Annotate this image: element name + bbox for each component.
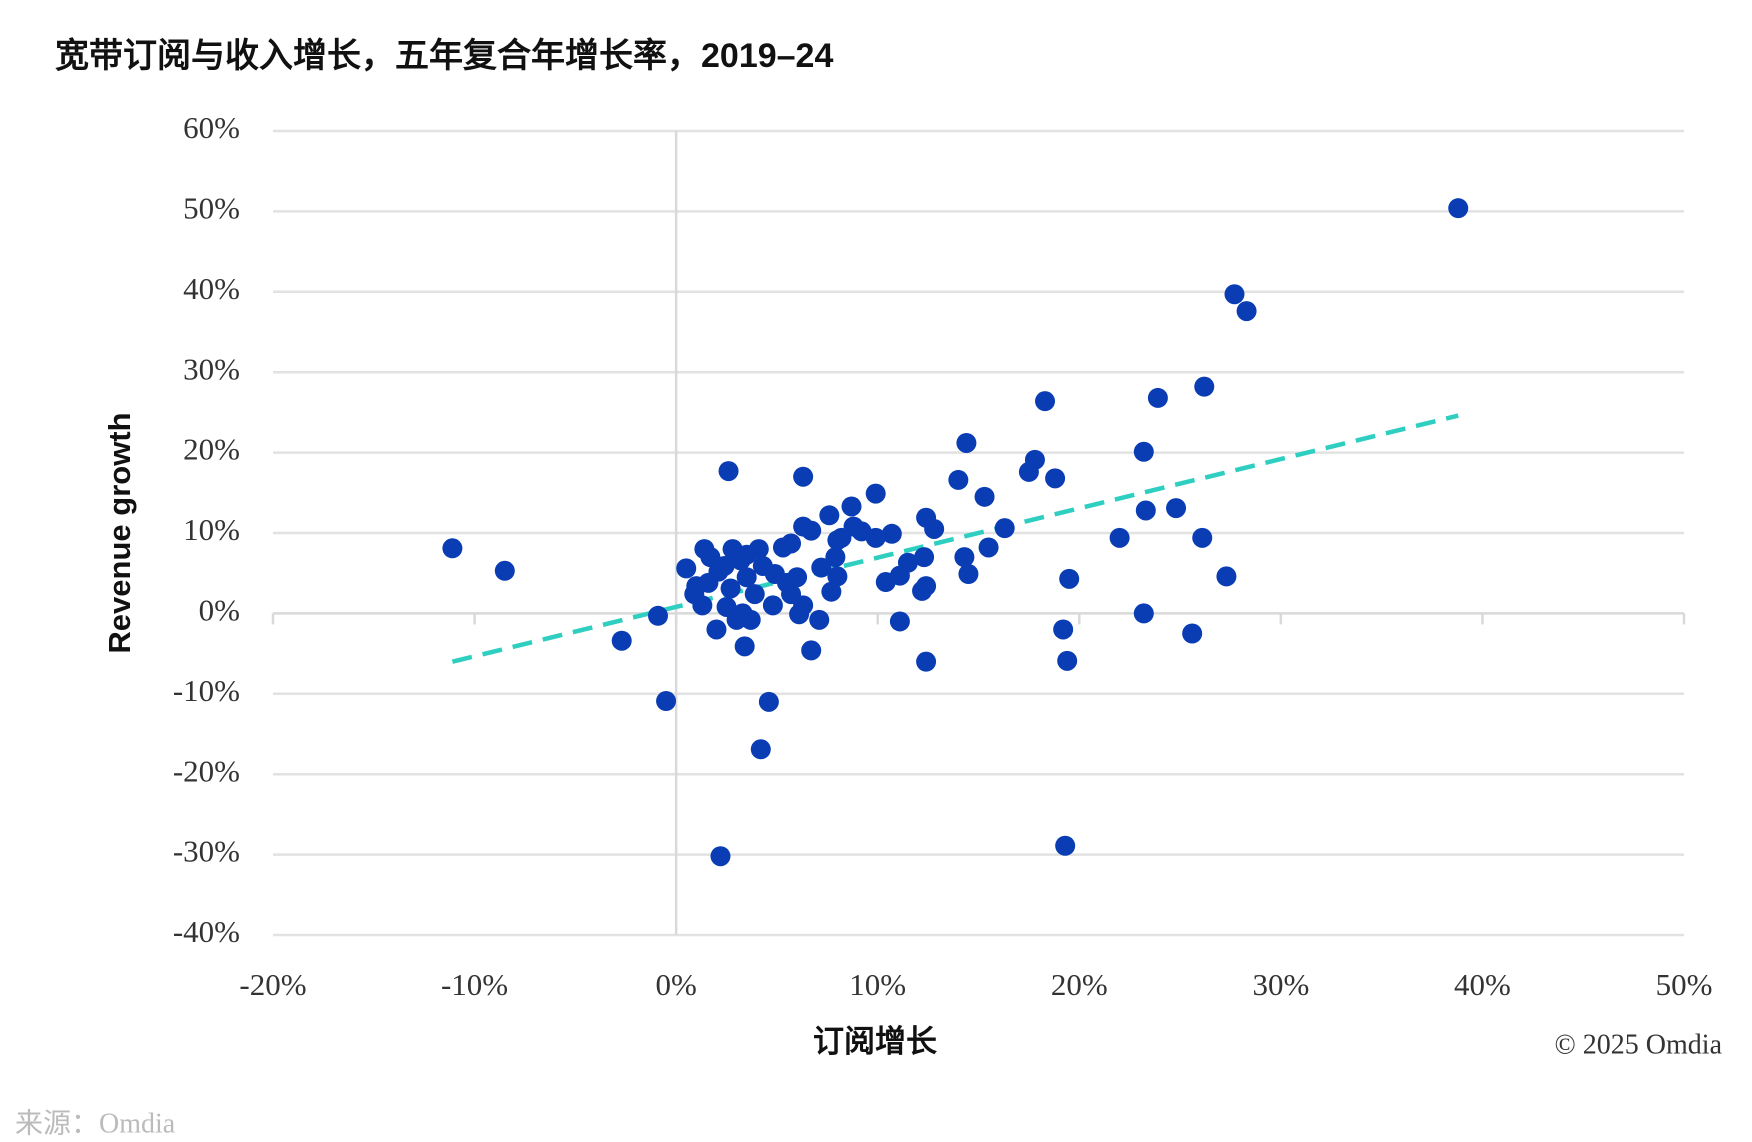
x-tick-label: 40% — [1454, 967, 1511, 1002]
point — [1055, 835, 1076, 856]
point — [916, 651, 937, 672]
point — [1133, 603, 1154, 624]
y-tick-label: 50% — [183, 191, 240, 226]
point — [865, 483, 886, 504]
point — [994, 518, 1015, 539]
point — [648, 605, 669, 626]
point — [819, 505, 840, 526]
point — [762, 595, 783, 616]
point — [710, 846, 731, 867]
copyright: © 2025 Omdia — [1555, 1029, 1723, 1060]
point — [801, 640, 822, 661]
y-tick-label: -30% — [173, 834, 240, 869]
point — [1135, 500, 1156, 521]
point — [956, 432, 977, 453]
trendline — [451, 413, 1459, 664]
point — [718, 461, 739, 482]
point — [750, 739, 771, 760]
y-tick-label: 0% — [199, 593, 240, 628]
y-tick-label: -40% — [173, 914, 240, 949]
point — [1192, 527, 1213, 548]
point — [1059, 568, 1080, 589]
point — [1448, 198, 1469, 219]
point — [1216, 566, 1237, 587]
point — [720, 578, 741, 599]
y-tick-label: 20% — [183, 432, 240, 467]
point — [714, 555, 735, 576]
point — [1053, 619, 1074, 640]
point — [1035, 391, 1056, 412]
point — [897, 552, 918, 573]
point — [1147, 387, 1168, 408]
point — [974, 486, 995, 507]
point — [948, 469, 969, 490]
point — [736, 567, 757, 588]
point — [865, 527, 886, 548]
point — [841, 496, 862, 517]
point — [734, 636, 755, 657]
point — [958, 564, 979, 585]
point — [1133, 441, 1154, 462]
x-axis-title: 订阅增长 — [813, 1024, 937, 1059]
point — [772, 537, 793, 558]
y-tick-label: -10% — [173, 673, 240, 708]
point — [954, 547, 975, 568]
point — [706, 619, 727, 640]
point — [736, 544, 757, 565]
point — [1236, 301, 1257, 322]
point — [831, 527, 852, 548]
x-tick-label: 50% — [1656, 967, 1713, 1002]
point — [656, 691, 677, 712]
point — [716, 596, 737, 617]
x-tick-label: 20% — [1051, 967, 1108, 1002]
point — [787, 567, 808, 588]
point — [881, 523, 902, 544]
point — [809, 609, 830, 630]
point — [924, 518, 945, 539]
point — [1194, 376, 1215, 397]
point — [1224, 284, 1245, 305]
point — [611, 630, 632, 651]
y-tick-label: 40% — [183, 271, 240, 306]
point — [821, 581, 842, 602]
point — [758, 691, 779, 712]
y-tick-label: 60% — [183, 110, 240, 145]
point — [801, 520, 822, 541]
x-tick-label: 0% — [655, 967, 696, 1002]
source: 来源：Omdia — [15, 1107, 176, 1139]
point — [1182, 623, 1203, 644]
point — [1045, 468, 1066, 489]
point — [889, 611, 910, 632]
x-tick-label: 10% — [849, 967, 906, 1002]
y-axis-title: Revenue growth — [102, 412, 137, 653]
x-tick-label: 30% — [1252, 967, 1309, 1002]
point — [781, 584, 802, 605]
point — [1166, 498, 1187, 519]
point — [494, 560, 515, 581]
x-tick-label: -20% — [239, 967, 306, 1002]
point — [916, 576, 937, 597]
point — [914, 547, 935, 568]
y-tick-label: 10% — [183, 512, 240, 547]
x-tick-label: -10% — [441, 967, 508, 1002]
y-tick-label: -20% — [173, 753, 240, 788]
point — [793, 466, 814, 487]
point — [442, 538, 463, 559]
point — [1109, 527, 1130, 548]
point — [684, 584, 705, 605]
point — [1024, 449, 1045, 470]
point — [744, 584, 765, 605]
point — [825, 547, 846, 568]
point — [978, 537, 999, 558]
point — [827, 566, 848, 587]
point — [676, 558, 697, 579]
y-tick-label: 30% — [183, 351, 240, 386]
point — [811, 557, 832, 578]
chart-title: 宽带订阅与收入增长，五年复合年增长率，2019–24 — [55, 36, 833, 75]
point — [1057, 650, 1078, 671]
